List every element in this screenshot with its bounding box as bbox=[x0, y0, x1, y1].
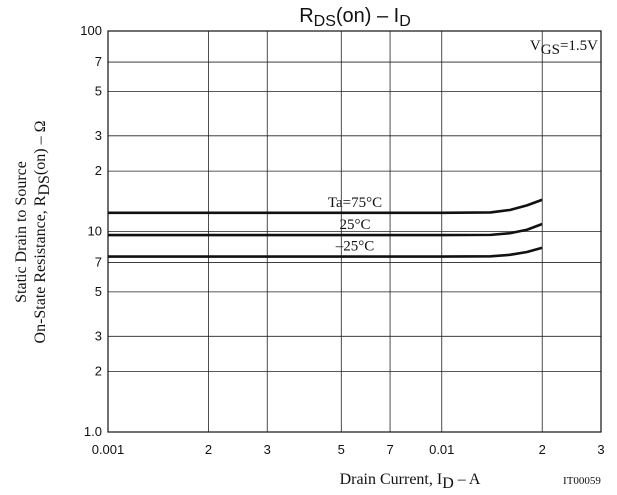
y-axis-label: Static Drain to Source On-State Resistan… bbox=[13, 120, 53, 343]
y-tick-label: 1.0 bbox=[84, 424, 102, 439]
title-sub: D bbox=[399, 13, 411, 30]
series-label: –25°C bbox=[335, 239, 375, 255]
x-tick-label: 2 bbox=[539, 442, 546, 457]
ylabel-part: On-State Resistance, R bbox=[32, 195, 49, 343]
plot-frame bbox=[107, 30, 602, 433]
ylabel-part: (on) – Ω bbox=[32, 120, 49, 175]
annotation-sub: GS bbox=[541, 42, 560, 58]
xlabel-sub: D bbox=[442, 475, 454, 492]
y-tick-label: 2 bbox=[95, 364, 102, 379]
series-line bbox=[108, 246, 543, 258]
title-part: (on) – I bbox=[336, 5, 399, 27]
series-label: Ta=75°C bbox=[328, 195, 382, 211]
x-tick-label: 3 bbox=[597, 442, 604, 457]
annotation: VGS=1.5V bbox=[530, 38, 598, 58]
y-tick-label: 3 bbox=[95, 128, 102, 143]
x-tick-label: 7 bbox=[386, 442, 393, 457]
ylabel-sub: DS bbox=[36, 175, 53, 195]
x-tick-label: 3 bbox=[264, 442, 271, 457]
xlabel-part: – A bbox=[454, 471, 481, 488]
y-tick-label: 5 bbox=[95, 284, 102, 299]
series-line bbox=[108, 198, 543, 215]
y-tick-label: 10 bbox=[88, 224, 102, 239]
y-tick-label: 7 bbox=[95, 54, 102, 69]
y-tick-label: 5 bbox=[95, 83, 102, 98]
title-sub: DS bbox=[314, 13, 336, 30]
y-tick-label: 100 bbox=[80, 23, 102, 38]
x-axis-label: Drain Current, ID – A bbox=[340, 471, 481, 492]
series-label: 25°C bbox=[339, 217, 370, 233]
x-tick-label: 5 bbox=[338, 442, 345, 457]
y-tick-label: 2 bbox=[95, 163, 102, 178]
x-tick-label: 2 bbox=[205, 442, 212, 457]
xlabel-part: Drain Current, I bbox=[340, 471, 443, 488]
x-tick-label: 0.001 bbox=[92, 442, 125, 457]
y-tick-label: 7 bbox=[95, 255, 102, 270]
ylabel-line: On-State Resistance, RDS(on) – Ω bbox=[32, 120, 53, 343]
chart-title: RDS(on) – ID bbox=[299, 5, 411, 30]
figure-code: IT00059 bbox=[563, 475, 601, 487]
annotation-part: =1.5V bbox=[560, 38, 598, 54]
ylabel-line: Static Drain to Source bbox=[13, 161, 30, 303]
y-tick-label: 3 bbox=[95, 328, 102, 343]
annotation-part: V bbox=[530, 38, 541, 54]
series-line bbox=[108, 222, 543, 237]
title-part: R bbox=[299, 5, 313, 27]
x-tick-label: 0.01 bbox=[429, 442, 454, 457]
